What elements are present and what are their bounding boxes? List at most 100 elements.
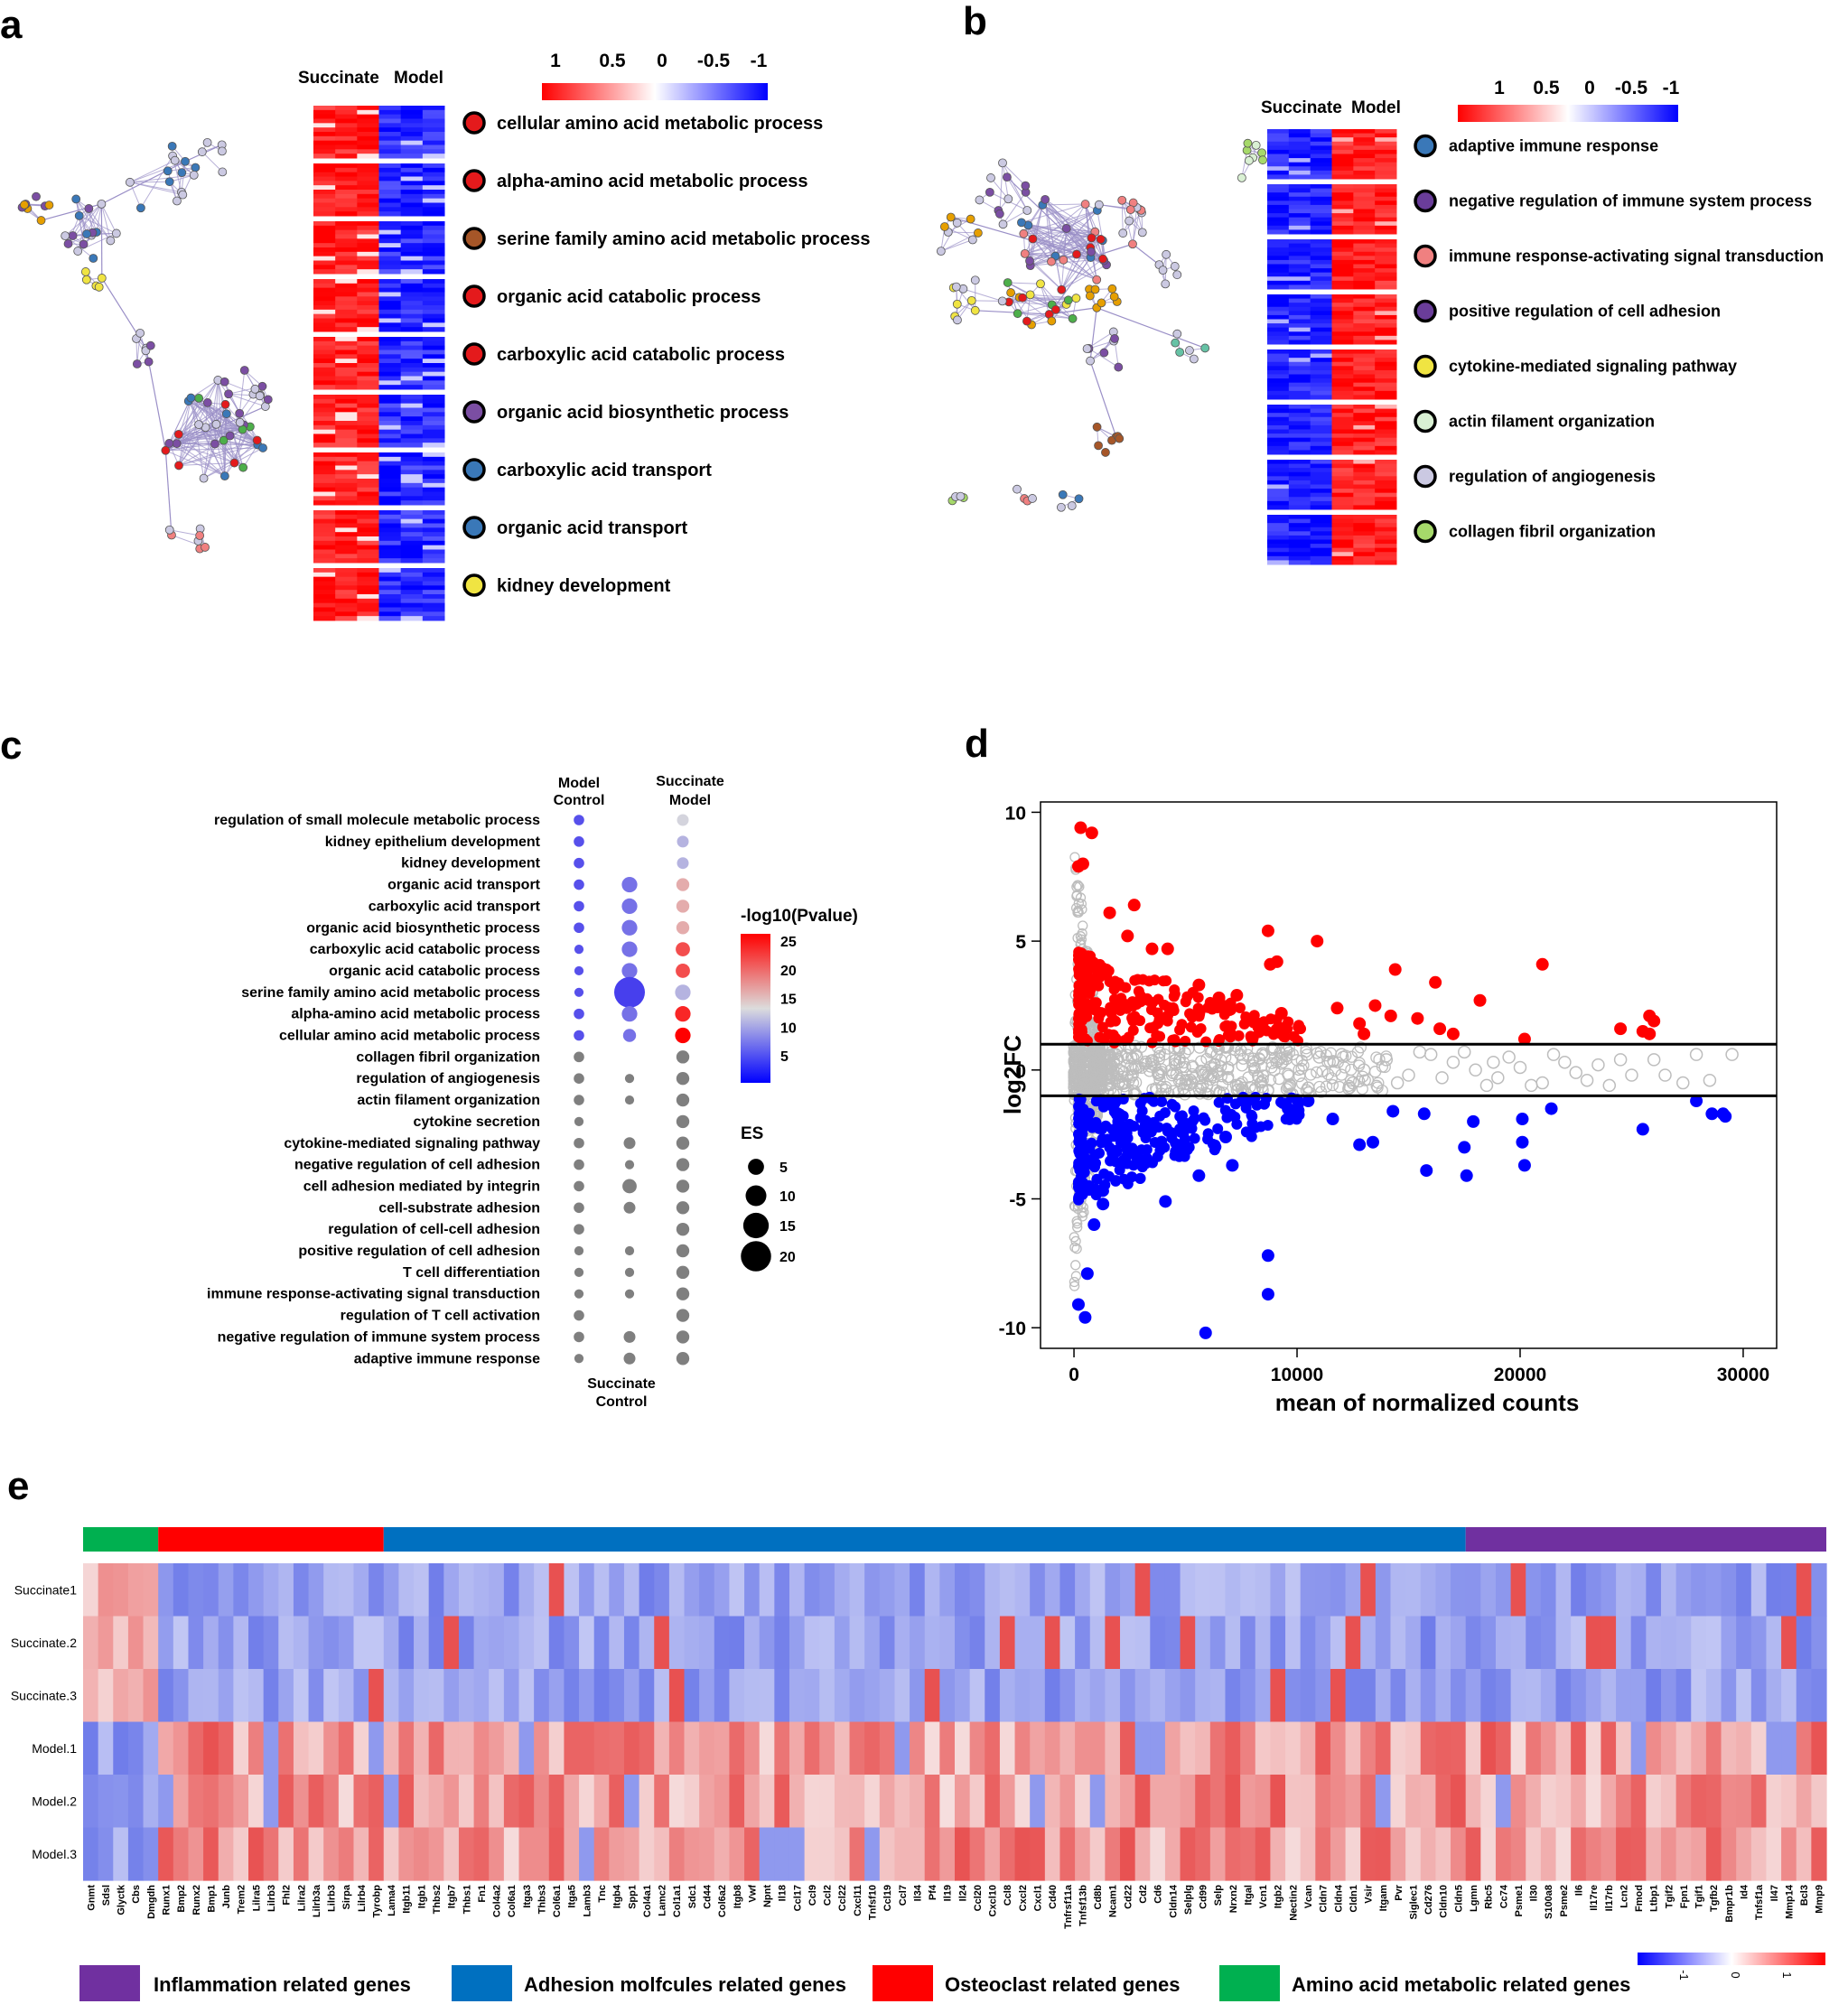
heatmap-a-col-model: Model	[394, 69, 443, 88]
heatmap-a-cell	[422, 301, 445, 306]
heatmap-b-cell	[1353, 213, 1376, 219]
heatmap-e-cell	[1270, 1563, 1286, 1617]
heatmap-a-cell	[422, 518, 445, 524]
heatmap-e-gene-label: Spp1	[627, 1885, 638, 1909]
heatmap-a-cell	[422, 572, 445, 578]
heatmap-b-cell	[1353, 539, 1376, 545]
heatmap-e-cell	[1059, 1827, 1076, 1881]
heatmap-a-cell	[378, 144, 402, 150]
heatmap-e-cell	[127, 1669, 145, 1723]
network-a-edge	[75, 199, 98, 233]
heatmap-e-cell	[623, 1616, 640, 1670]
heatmap-b-cell	[1331, 319, 1354, 324]
heatmap-a-cell	[378, 234, 402, 239]
heatmap-e-gene-label: Lgmn	[1469, 1885, 1479, 1912]
ma-point-grey	[1625, 1068, 1638, 1082]
heatmap-e-cell	[1766, 1827, 1782, 1881]
heatmap-e-cell	[564, 1827, 580, 1881]
heatmap-e-cell	[819, 1721, 835, 1776]
network-b-node	[1172, 270, 1182, 280]
heatmap-e-cell	[428, 1721, 444, 1776]
heatmap-e-cell	[308, 1616, 324, 1670]
heatmap-e-cell	[1601, 1616, 1617, 1670]
heatmap-a-cell	[422, 474, 445, 480]
heatmap-e-cell	[1375, 1669, 1392, 1723]
network-a-node	[235, 417, 245, 427]
heatmap-e-cell	[759, 1721, 775, 1776]
heatmap-e-cell	[203, 1616, 219, 1670]
heatmap-b-cell	[1353, 192, 1376, 198]
heatmap-e-cell	[654, 1563, 670, 1617]
dotplot-term: negative regulation of cell adhesion	[294, 1158, 540, 1173]
dotplot-term: kidney development	[401, 856, 540, 872]
network-b-edge	[1121, 200, 1124, 234]
heatmap-a-cell	[400, 594, 424, 600]
heatmap-e-cell	[548, 1775, 565, 1829]
heatmap-b-block	[1267, 460, 1397, 510]
heatmap-a-cell	[378, 256, 402, 261]
dotplot-dot	[574, 815, 584, 825]
heatmap-a-cell	[400, 465, 424, 471]
heatmap-b-cell	[1267, 480, 1290, 485]
heatmap-e-cell	[1014, 1563, 1031, 1617]
network-b-node	[1006, 288, 1016, 297]
heatmap-a-cell	[378, 247, 402, 253]
heatmap-b-cell	[1267, 463, 1290, 469]
heatmap-b-cell	[1267, 387, 1290, 392]
heatmap-b-cell	[1375, 500, 1397, 506]
dotplot-dot	[574, 1073, 584, 1084]
ma-point-grey	[1242, 1071, 1255, 1084]
heatmap-a-cell	[378, 452, 402, 458]
heatmap-b-cell	[1375, 184, 1397, 190]
heatmap-a-cell	[422, 269, 445, 275]
heatmap-b-cell	[1353, 141, 1376, 146]
heatmap-b-cell	[1288, 416, 1311, 422]
heatmap-a-cell	[422, 172, 445, 177]
heatmap-b-cell	[1375, 256, 1397, 261]
heatmap-a-cell	[357, 211, 379, 217]
heatmap-e-cell	[623, 1775, 640, 1829]
heatmap-e-cell	[1330, 1669, 1347, 1723]
heatmap-a-cell	[357, 135, 379, 142]
heatmap-e-cell	[534, 1563, 550, 1617]
dotplot-dot	[676, 1114, 690, 1129]
heatmap-a-cell	[335, 123, 358, 128]
heatmap-a-cell	[357, 106, 379, 111]
ma-point-up	[1131, 999, 1143, 1011]
heatmap-b-cell	[1331, 437, 1354, 443]
heatmap-a-cell	[313, 305, 336, 311]
heatmap-e-cell	[1540, 1669, 1557, 1723]
ma-point-up	[1127, 899, 1141, 912]
heatmap-b-cell	[1375, 471, 1397, 477]
heatmap-a-cell	[400, 243, 424, 248]
heatmap-e-cell	[1345, 1616, 1361, 1670]
heatmap-b-cell	[1267, 319, 1290, 324]
heatmap-b-cell	[1375, 395, 1397, 400]
heatmap-a-cell	[357, 238, 379, 244]
term-a-label: carboxylic acid transport	[497, 461, 712, 480]
heatmap-a-cell	[400, 176, 424, 182]
network-b-node	[1099, 348, 1109, 358]
heatmap-b-cell	[1353, 340, 1376, 345]
dotplot-dot	[677, 835, 689, 848]
heatmap-b-cell	[1375, 314, 1397, 320]
network-b-node	[1094, 200, 1104, 210]
network-a-node	[173, 429, 183, 439]
heatmap-e-cell	[1180, 1563, 1196, 1617]
heatmap-b-cell	[1267, 259, 1290, 265]
heatmap-a-cell	[335, 527, 358, 533]
ma-point-up	[1274, 1007, 1288, 1021]
network-b-node	[1025, 256, 1034, 266]
heatmap-e-cell	[398, 1616, 415, 1670]
heatmap-a-cell	[422, 114, 445, 119]
network-a-edge	[239, 395, 261, 424]
heatmap-e-cell	[1691, 1721, 1707, 1776]
heatmap-e-gene-label: Pf4	[928, 1884, 938, 1900]
heatmap-e-cell	[1601, 1721, 1617, 1776]
heatmap-e-cell	[473, 1616, 490, 1670]
network-b-node	[1118, 228, 1128, 238]
heatmap-e-cell	[248, 1721, 265, 1776]
heatmap-a-cell	[378, 135, 402, 142]
heatmap-a-cell	[422, 585, 445, 591]
network-a-node	[97, 274, 107, 283]
